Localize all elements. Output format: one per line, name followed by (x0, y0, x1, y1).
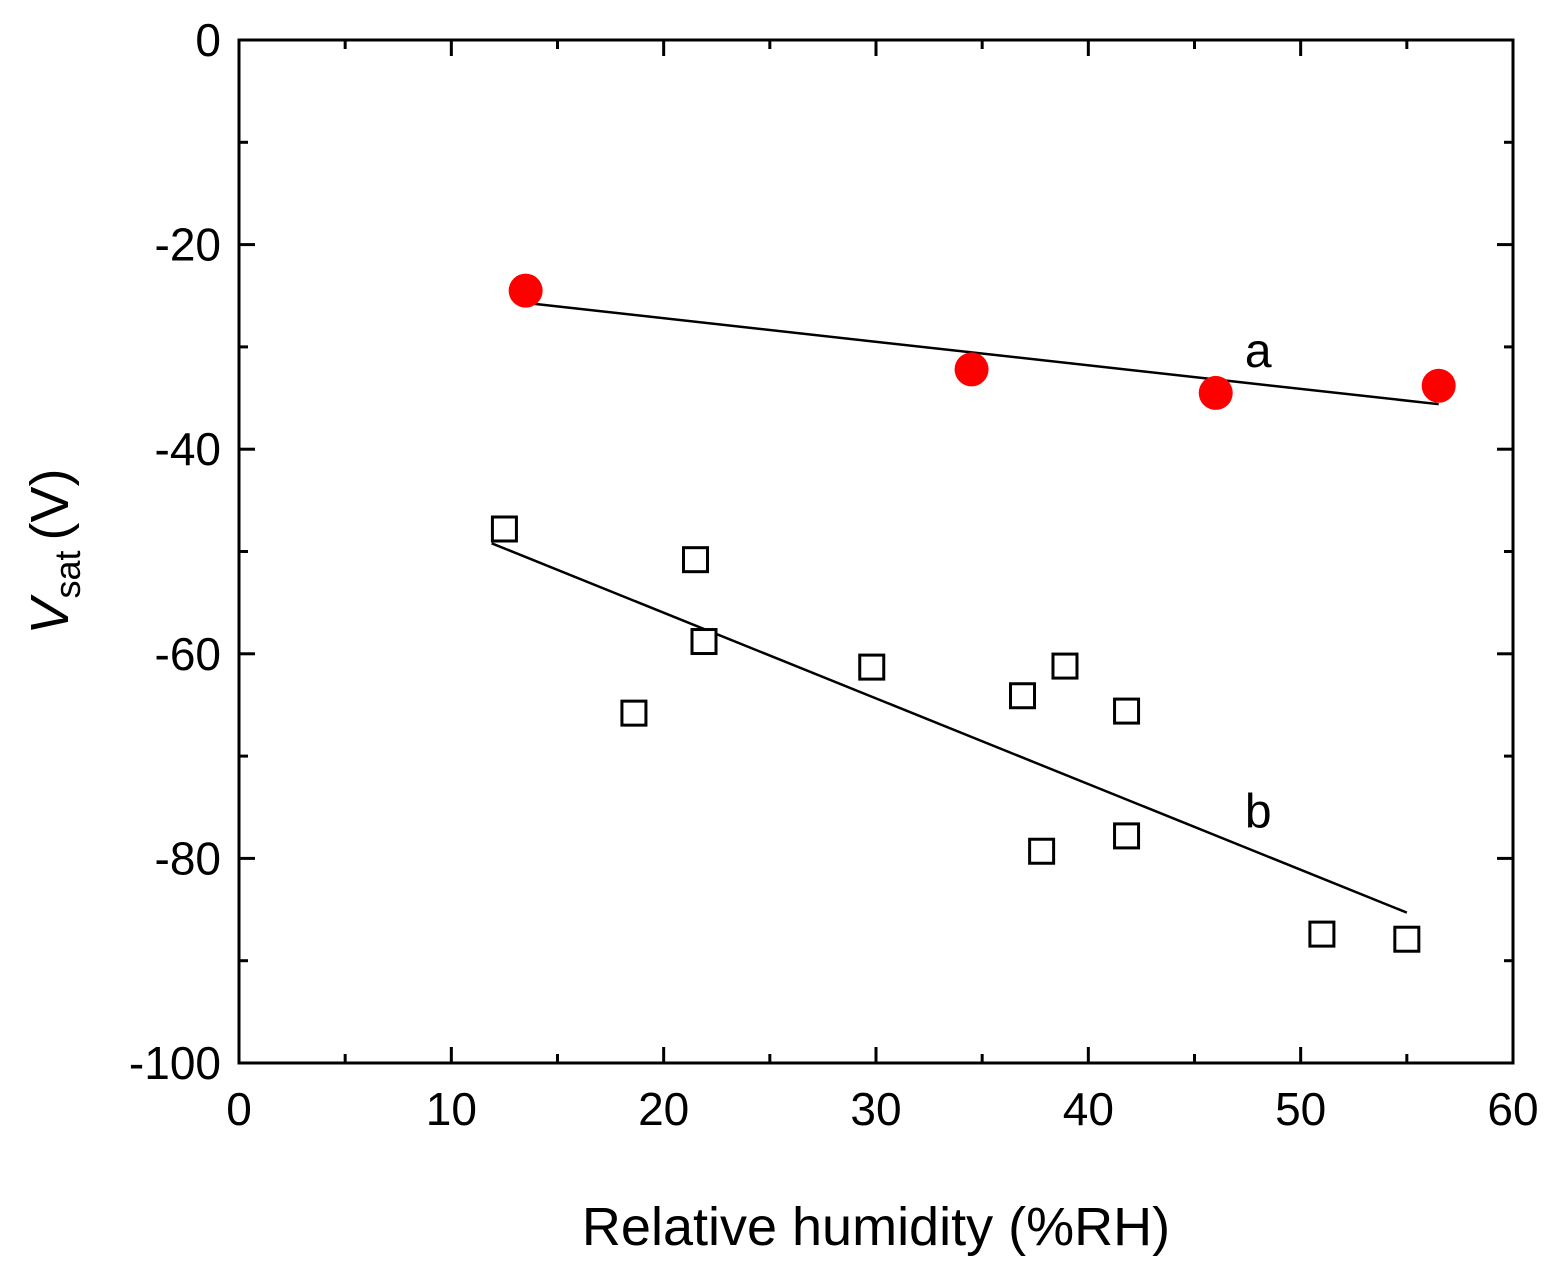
y-tick-label: -40 (155, 423, 221, 475)
y-axis-title: Vsat (V) (20, 468, 88, 634)
y-axis-subscript: sat (47, 550, 88, 598)
y-axis-symbol: V (20, 594, 80, 635)
y-tick-label: -20 (155, 219, 221, 271)
y-tick-label: -60 (155, 628, 221, 680)
data-point-a (954, 352, 989, 387)
y-tick-label: 0 (195, 14, 221, 66)
data-point-a (1198, 375, 1233, 410)
plot-frame (237, 38, 1515, 1065)
data-point-b (858, 653, 886, 681)
data-point-b (1009, 682, 1037, 710)
data-point-b (1028, 837, 1056, 865)
series-label-a: a (1245, 325, 1272, 378)
data-point-b (620, 699, 648, 727)
y-axis-unit: (V) (20, 468, 80, 540)
data-point-b (682, 546, 710, 574)
y-tick-label: -100 (129, 1037, 221, 1089)
x-tick-label: 20 (638, 1083, 689, 1135)
x-tick-label: 50 (1275, 1083, 1326, 1135)
x-tick-label: 40 (1063, 1083, 1114, 1135)
data-point-b (1113, 697, 1141, 725)
fit-line-b (491, 542, 1408, 914)
data-point-b (1308, 920, 1336, 948)
x-tick-label: 30 (850, 1083, 901, 1135)
x-axis-title: Relative humidity (%RH) (582, 1197, 1170, 1257)
y-tick-label: -80 (155, 832, 221, 884)
series-label-b: b (1245, 785, 1272, 838)
data-point-a (508, 273, 543, 308)
x-tick-label: 0 (226, 1083, 252, 1135)
x-tick-label: 60 (1487, 1083, 1538, 1135)
data-point-b (690, 628, 718, 656)
fit-line-a (525, 301, 1439, 406)
data-point-b (1051, 652, 1079, 680)
data-point-b (490, 515, 518, 543)
x-tick-label: 10 (426, 1083, 477, 1135)
data-point-a (1421, 368, 1456, 403)
data-point-b (1113, 822, 1141, 850)
data-point-b (1393, 925, 1421, 953)
